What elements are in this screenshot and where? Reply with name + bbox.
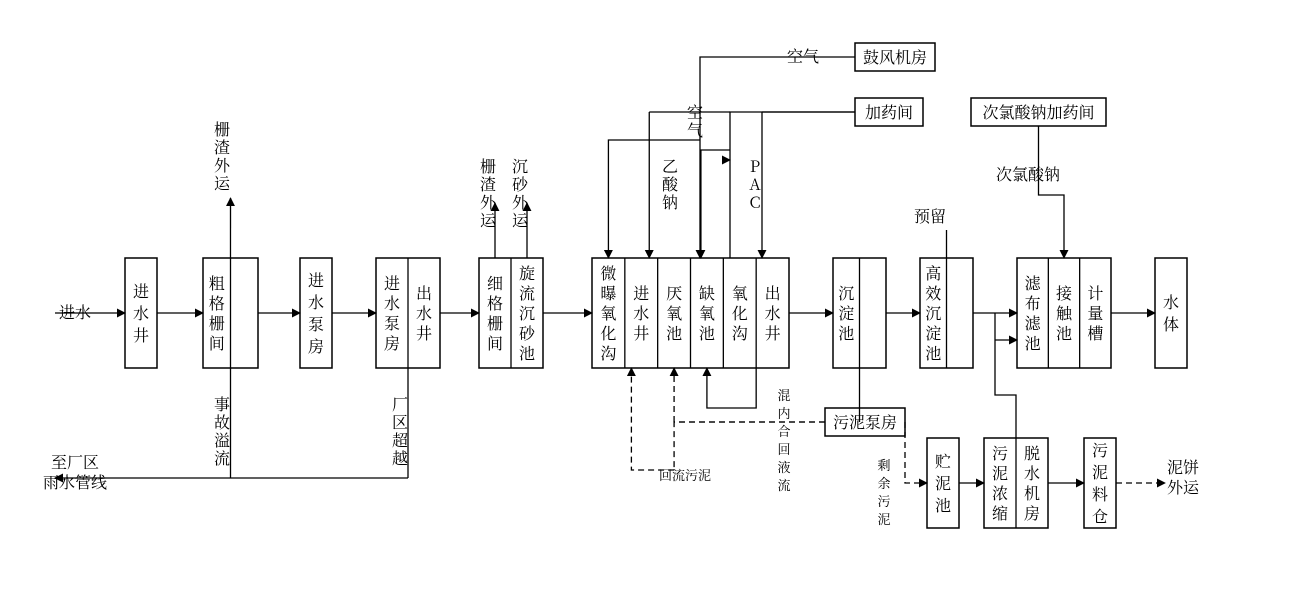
label-bypass: 厂区超越 bbox=[392, 392, 408, 469]
label-acid: 乙酸钠 bbox=[662, 154, 679, 213]
svg-text:进水泵房: 进水泵房 bbox=[308, 268, 324, 357]
svg-text:加药间: 加药间 bbox=[865, 100, 913, 123]
svg-text:次氯酸钠加药间: 次氯酸钠加药间 bbox=[982, 100, 1094, 123]
svg-text:鼓风机房: 鼓风机房 bbox=[863, 45, 927, 68]
label-ras: 回流污泥 bbox=[659, 465, 711, 484]
svg-text:出水井: 出水井 bbox=[416, 281, 432, 344]
svg-text:污泥泵房: 污泥泵房 bbox=[833, 410, 897, 433]
label-slag1: 栅渣外运 bbox=[214, 117, 231, 194]
svg-text:旋流沉砂池: 旋流沉砂池 bbox=[519, 261, 536, 364]
flowchart-canvas: 进水井粗格栅间进水泵房进水泵房出水井细格栅间旋流沉砂池微曝氧化沟进水井厌氧池缺氧… bbox=[0, 0, 1302, 603]
svg-text:缺氧池: 缺氧池 bbox=[699, 281, 715, 344]
svg-text:粗格栅间: 粗格栅间 bbox=[209, 271, 225, 354]
label-sand: 沉砂外运 bbox=[512, 154, 529, 231]
svg-text:出水井: 出水井 bbox=[765, 281, 781, 344]
svg-text:高效沉淀池: 高效沉淀池 bbox=[925, 261, 941, 364]
svg-text:污泥料仓: 污泥料仓 bbox=[1092, 438, 1108, 527]
label-naoc: 次氯酸钠 bbox=[996, 162, 1060, 185]
svg-text:进水井: 进水井 bbox=[133, 279, 149, 346]
label-cake2: 外运 bbox=[1167, 475, 1200, 498]
svg-text:细格栅间: 细格栅间 bbox=[487, 271, 503, 354]
svg-text:氧化沟: 氧化沟 bbox=[732, 281, 748, 344]
label-accident: 事故溢流 bbox=[214, 392, 230, 469]
svg-text:滤布滤池: 滤布滤池 bbox=[1025, 271, 1042, 354]
label-pac: PAC bbox=[749, 154, 761, 213]
svg-text:进水泵房: 进水泵房 bbox=[384, 271, 400, 354]
svg-text:微曝氧化沟: 微曝氧化沟 bbox=[600, 261, 616, 364]
label-slag2: 栅渣外运 bbox=[480, 154, 497, 231]
label-torain2: 雨水管线 bbox=[43, 470, 107, 493]
svg-text:水体: 水体 bbox=[1163, 290, 1179, 335]
label-was: 剩余污泥 bbox=[877, 455, 890, 528]
svg-text:进水井: 进水井 bbox=[633, 281, 649, 344]
svg-text:沉淀池: 沉淀池 bbox=[838, 281, 854, 344]
label-reserve: 预留 bbox=[914, 204, 946, 227]
svg-text:贮泥池: 贮泥池 bbox=[935, 449, 951, 516]
label-air1: 空气 bbox=[787, 44, 819, 67]
svg-text:厌氧池: 厌氧池 bbox=[666, 281, 682, 344]
label-air2: 空气 bbox=[687, 100, 703, 141]
label-inflow: 进水 bbox=[59, 300, 91, 323]
label-mixret: 混内合回液流 bbox=[777, 385, 790, 494]
svg-text:脱水机房: 脱水机房 bbox=[1024, 441, 1040, 524]
svg-text:接触池: 接触池 bbox=[1056, 281, 1073, 344]
svg-text:污泥浓缩: 污泥浓缩 bbox=[992, 441, 1008, 524]
svg-text:计量槽: 计量槽 bbox=[1087, 281, 1103, 344]
